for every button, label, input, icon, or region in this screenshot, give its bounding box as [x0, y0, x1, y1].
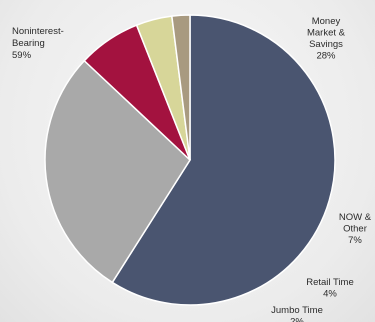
slice-label-line: Jumbo Time [271, 305, 323, 316]
pie-slices [44, 14, 336, 306]
slice-labels: Noninterest-Bearing 59% Money Market & Savin… [12, 16, 372, 322]
slice-label-line: Other [343, 224, 367, 235]
slice-label-line: Money [312, 16, 341, 27]
slice-label-3: NOW & Other 7% [339, 212, 372, 246]
slice-label-line: 59% [12, 50, 32, 61]
slice-label-line: Retail Time [306, 277, 354, 288]
slice-label-line: 7% [348, 235, 362, 246]
slice-label-4: Retail Time 4% [306, 277, 354, 300]
slice-label-line: Bearing [12, 38, 45, 49]
pie-slice-5 [170, 14, 191, 161]
pie-slice-2 [44, 59, 191, 284]
slice-label-line: Noninterest- [12, 26, 64, 37]
slice-label-line: NOW & [339, 212, 372, 223]
slice-label-5: Jumbo Time 2% [271, 305, 323, 322]
slice-label-line: Market & [307, 28, 346, 39]
slice-label-line: 4% [323, 289, 337, 300]
pie-slice-1 [111, 14, 336, 306]
slice-label-2: Money Market & Savings 28% [307, 16, 346, 62]
slice-label-line: Savings [309, 39, 343, 50]
slice-label-1: Noninterest-Bearing 59% [12, 26, 64, 61]
slice-label-line: 28% [316, 51, 336, 62]
slice-label-line: 2% [290, 317, 304, 322]
